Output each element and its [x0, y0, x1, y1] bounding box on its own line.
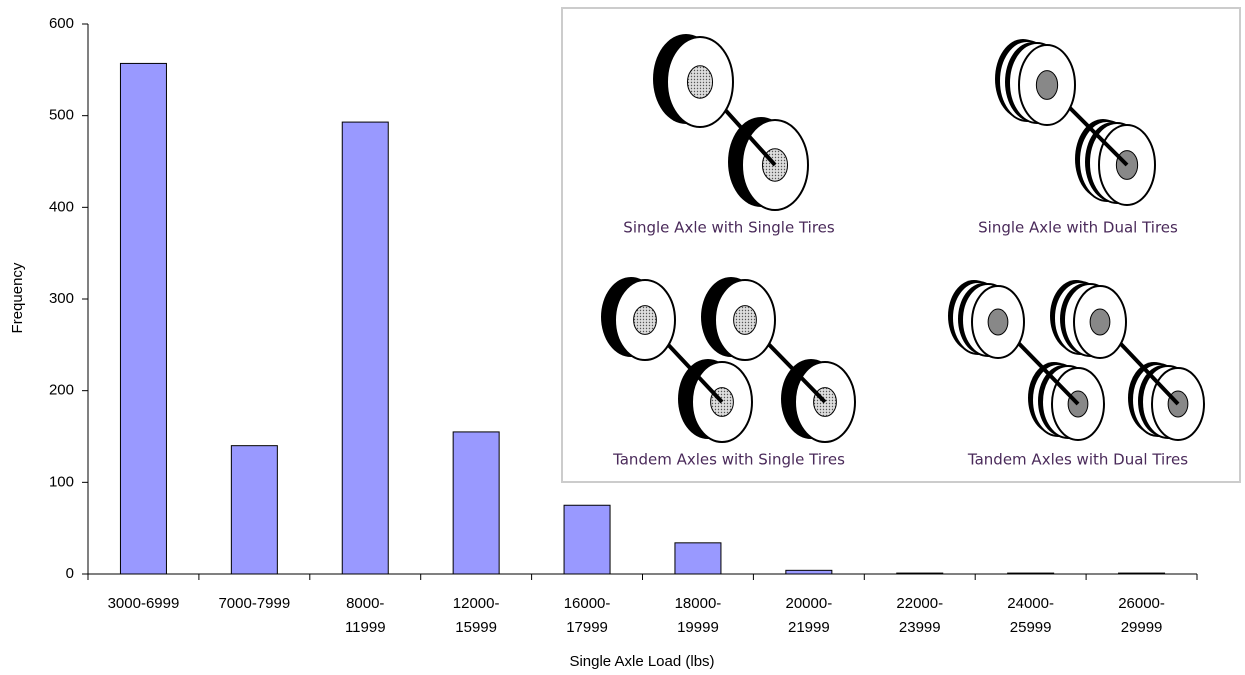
- y-tick-label: 0: [66, 565, 74, 582]
- hub: [733, 305, 757, 335]
- bar: [230, 445, 278, 575]
- x-tick-label: 26000- 29999: [1118, 595, 1165, 636]
- x-tick-label: 16000- 17999: [564, 595, 611, 636]
- y-tick-label: 400: [49, 198, 74, 215]
- inset-caption: Single Axle with Dual Tires: [978, 219, 1178, 237]
- x-tick-label-line: 22000-: [896, 595, 943, 612]
- y-tick-label: 600: [49, 15, 74, 32]
- x-tick-label: 18000- 19999: [675, 595, 722, 636]
- x-tick-label-line: 26000-: [1118, 595, 1165, 612]
- y-tick-label: 200: [49, 382, 74, 399]
- x-tick-label-line: 24000-: [1007, 595, 1054, 612]
- x-tick-label-line: 11999: [345, 619, 386, 636]
- bar: [119, 62, 167, 575]
- x-tick-label-line: 8000-: [346, 595, 384, 612]
- hub: [686, 65, 714, 99]
- bar: [341, 121, 389, 575]
- x-tick-label-line: 21999: [788, 619, 830, 636]
- hub: [1089, 308, 1111, 336]
- x-tick-label-line: 25999: [1010, 619, 1052, 636]
- bar: [785, 569, 833, 575]
- x-tick-label-line: 19999: [677, 619, 719, 636]
- hub: [987, 308, 1009, 336]
- inset-caption: Single Axle with Single Tires: [623, 219, 835, 237]
- x-axis-label: Single Axle Load (lbs): [569, 653, 714, 670]
- x-tick-label-line: 29999: [1121, 619, 1163, 636]
- y-axis-label: Frequency: [9, 262, 26, 333]
- y-tick-label: 300: [49, 290, 74, 307]
- x-tick-label-line: 20000-: [785, 595, 832, 612]
- bar: [1118, 572, 1166, 575]
- x-tick-label: 22000- 23999: [896, 595, 943, 636]
- x-tick-label-line: 12000-: [453, 595, 500, 612]
- bar: [1007, 572, 1055, 575]
- x-tick-label: 12000- 15999: [453, 595, 500, 636]
- x-tick-label: 24000- 25999: [1007, 595, 1054, 636]
- x-tick-label-line: 17999: [566, 619, 608, 636]
- bar: [674, 542, 722, 575]
- bar: [452, 431, 500, 575]
- x-tick-label-line: 18000-: [675, 595, 722, 612]
- x-tick-label: 3000-6999: [108, 595, 180, 612]
- x-tick-label-line: 15999: [455, 619, 497, 636]
- inset-caption: Tandem Axles with Dual Tires: [967, 451, 1188, 469]
- y-tick-label: 100: [49, 473, 74, 490]
- x-tick-label: 7000-7999: [218, 595, 290, 612]
- bar: [896, 572, 944, 575]
- x-tick-label-line: 16000-: [564, 595, 611, 612]
- x-tick-label-line: 23999: [899, 619, 941, 636]
- hub: [1035, 70, 1059, 100]
- x-tick-label: 8000- 11999: [345, 595, 386, 636]
- hub: [633, 305, 657, 335]
- x-tick-label: 20000- 21999: [785, 595, 832, 636]
- inset-caption: Tandem Axles with Single Tires: [612, 451, 845, 469]
- y-tick-label: 500: [49, 107, 74, 124]
- bar: [563, 504, 611, 575]
